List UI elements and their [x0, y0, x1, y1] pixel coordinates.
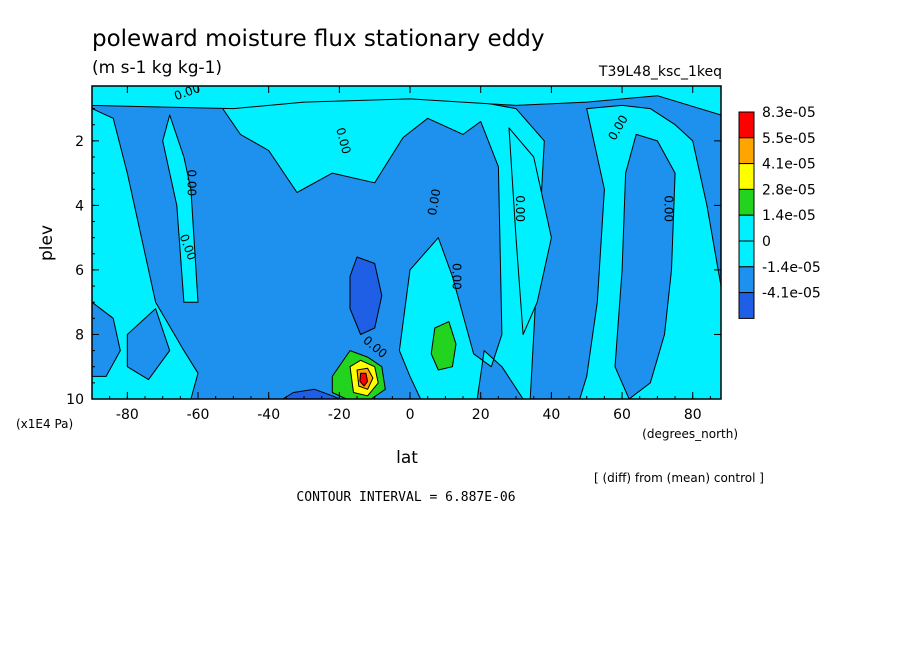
- plot-title: poleward moisture flux stationary eddy: [92, 26, 545, 52]
- contour-region-blue-left-pocket-2: [126, 308, 171, 381]
- colorbar: 8.3e-05 5.5e-05 4.1e-05 2.8e-05 1.4e-05 0 -1.4…: [738, 105, 821, 319]
- colorbar-swatch: [738, 188, 755, 216]
- contour-region-deep-blue-bottom: [282, 388, 340, 399]
- colorbar-swatch: [738, 137, 755, 165]
- plot-units: (m s-1 kg kg-1): [92, 58, 222, 78]
- x-tick-label: -20: [328, 407, 351, 423]
- y-tick-label: 4: [75, 198, 84, 214]
- diff-note: [ (diff) from (mean) control ]: [594, 471, 764, 485]
- y-tick-label: 10: [66, 392, 84, 408]
- y-tick-label: 6: [75, 263, 84, 279]
- x-axis-unit: (degrees_north): [642, 427, 738, 441]
- contour-region-cyan-upper-band: [92, 86, 721, 116]
- y-tick-label: 2: [75, 134, 84, 150]
- zero-contour-label: 0.00: [662, 195, 676, 222]
- contour-region-cyan-left-lower: [92, 108, 199, 399]
- x-tick-label: 40: [542, 407, 560, 423]
- colorbar-swatch: [738, 214, 755, 242]
- x-tick-label: 0: [406, 407, 415, 423]
- plot-frame: [91, 85, 722, 400]
- x-tick-label: -60: [187, 407, 210, 423]
- zero-contour-label: 0.00: [513, 195, 527, 222]
- zero-contour-label: 0.00: [184, 169, 198, 196]
- x-tick-label: 80: [684, 407, 702, 423]
- contour-interval: CONTOUR INTERVAL = 6.887E-06: [296, 490, 515, 505]
- filled-contours: [92, 86, 721, 399]
- colorbar-label: 5.5e-05: [762, 131, 816, 147]
- x-tick-label: -80: [116, 407, 139, 423]
- contour-region-cyan-upper-tropics: [222, 95, 545, 399]
- run-label: T39L48_ksc_1keq: [598, 64, 722, 80]
- colorbar-swatch: [738, 292, 755, 319]
- colorbar-label: 1.4e-05: [762, 208, 816, 224]
- colorbar-swatch: [738, 266, 755, 294]
- colorbar-label: 8.3e-05: [762, 105, 816, 121]
- contour-region-blue-right-column: [614, 133, 676, 399]
- zero-contour-label: 0.00: [450, 263, 464, 290]
- contour-region-blue-left-pocket: [92, 301, 121, 377]
- y-axis-unit: (x1E4 Pa): [16, 417, 73, 431]
- contour-region-cyan-left-strip: [162, 114, 199, 303]
- colorbar-swatch: [738, 240, 755, 268]
- contour-region-positive-sh-red: [359, 372, 369, 387]
- contour-region-cyan-right-inner: [508, 127, 552, 335]
- contour-region-deep-blue-core: [349, 256, 383, 335]
- colorbar-label: -4.1e-05: [762, 286, 821, 302]
- colorbar-label: 2.8e-05: [762, 182, 816, 198]
- colorbar-swatch: [738, 163, 755, 190]
- colorbar-label: 4.1e-05: [762, 157, 816, 173]
- x-axis-label: lat: [396, 448, 418, 468]
- colorbar-label: 0: [762, 234, 771, 250]
- axis-ticks: -80 -60 -40 -20 0 20 40 60 80 2 4 6 8 10: [66, 86, 721, 423]
- contour-region-positive-nh-green: [430, 321, 457, 371]
- x-tick-label: 60: [613, 407, 631, 423]
- y-axis-label: plev: [37, 225, 57, 261]
- colorbar-swatch: [738, 111, 755, 139]
- x-tick-label: 20: [472, 407, 490, 423]
- colorbar-label: -1.4e-05: [762, 260, 821, 276]
- contour-plot: 0.000.000.00 0.000.000.000.000.000.000.00…: [66, 85, 722, 423]
- y-tick-label: 8: [75, 327, 84, 343]
- zero-contour-label: 0.00: [333, 126, 353, 155]
- x-tick-label: -40: [257, 407, 280, 423]
- zero-contour-label: 0.00: [425, 188, 443, 217]
